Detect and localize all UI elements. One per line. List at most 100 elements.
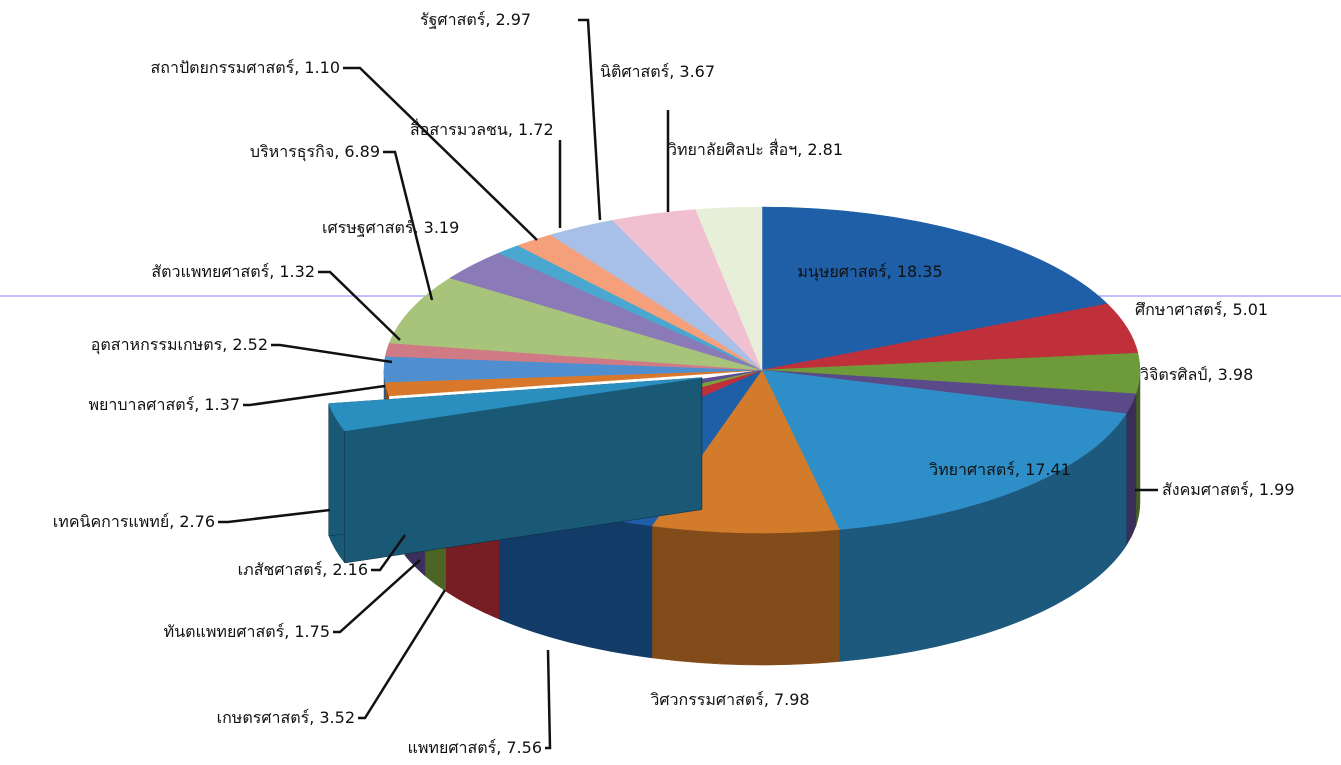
category-label: รัฐศาสตร์	[420, 10, 486, 29]
slice	[388, 277, 763, 371]
leader-line	[371, 534, 407, 572]
value-label: 3.67	[679, 62, 715, 81]
value-label: 1.10	[304, 58, 340, 77]
data-label: เกษตรศาสตร์, 3.52	[217, 708, 355, 727]
data-label: วิทยาศาสตร์, 17.41	[929, 460, 1071, 479]
label-separator: ,	[294, 58, 304, 77]
value-label: 2.52	[232, 335, 268, 354]
leader-line	[218, 508, 331, 524]
leader-line	[243, 384, 386, 407]
data-label: เทคนิคการแพทย์, 2.76	[53, 512, 215, 531]
category-label: พยาบาลศาสตร์	[88, 395, 194, 414]
leader-line	[271, 343, 393, 364]
category-label: มนุษยศาสตร์	[797, 262, 887, 282]
label-separator: ,	[1207, 365, 1217, 384]
data-label: เศรษฐศาสตร์, 3.19	[322, 218, 459, 237]
value-label: 6.89	[344, 142, 380, 161]
data-label: รัฐศาสตร์, 2.97	[420, 10, 531, 29]
data-label: สัตวแพทยศาสตร์, 1.32	[151, 262, 315, 281]
label-separator: ,	[485, 10, 495, 29]
data-label: เภสัชศาสตร์, 2.16	[238, 560, 368, 579]
value-label: 17.41	[1025, 460, 1071, 479]
value-label: 5.01	[1232, 300, 1268, 319]
data-label: วิศวกรรมศาสตร์, 7.98	[650, 690, 809, 709]
data-label: วิทยาลัยศิลปะ สื่อฯ, 2.81	[668, 138, 843, 159]
category-label: วิทยาศาสตร์	[929, 460, 1015, 479]
category-label: อุตสาหกรรมเกษตร	[91, 335, 223, 355]
label-separator: ,	[797, 140, 807, 159]
data-label: สถาปัตยกรรมศาสตร์, 1.10	[151, 58, 340, 77]
leader-line	[343, 66, 538, 241]
category-label: เกษตรศาสตร์	[217, 708, 310, 727]
category-label: ศึกษาศาสตร์	[1135, 300, 1223, 319]
label-separator: ,	[322, 560, 332, 579]
label-separator: ,	[413, 218, 423, 237]
slice	[695, 206, 763, 371]
category-label: สังคมศาสตร์	[1162, 480, 1249, 499]
value-label: 7.56	[506, 738, 542, 757]
value-label: 1.37	[204, 395, 240, 414]
value-label: 3.98	[1218, 365, 1254, 384]
category-label: นิติศาสตร์	[600, 62, 670, 81]
data-label: อุตสาหกรรมเกษตร, 2.52	[91, 335, 268, 355]
label-separator: ,	[309, 708, 319, 727]
value-label: 1.32	[279, 262, 315, 281]
data-label: แพทยศาสตร์, 7.56	[408, 738, 542, 757]
category-label: วิศวกรรมศาสตร์	[650, 690, 764, 709]
data-label: ศึกษาศาสตร์, 5.01	[1135, 300, 1268, 319]
data-label: บริหารธุรกิจ, 6.89	[250, 142, 380, 162]
slice-side	[1135, 369, 1141, 526]
category-label: เทคนิคการแพทย์	[53, 512, 169, 531]
label-separator: ,	[222, 335, 232, 354]
data-label: พยาบาลศาสตร์, 1.37	[88, 395, 240, 414]
data-label: มนุษยศาสตร์, 18.35	[797, 262, 942, 282]
label-separator: ,	[334, 142, 344, 161]
leader-line	[545, 649, 552, 750]
category-label: สถาปัตยกรรมศาสตร์	[151, 58, 295, 77]
label-separator: ,	[269, 262, 279, 281]
data-label: นิติศาสตร์, 3.67	[600, 62, 715, 81]
category-label: เภสัชศาสตร์	[238, 560, 323, 579]
labels: มนุษยศาสตร์, 18.35 ศึกษาศาสตร์, 5.01 วิจิต…	[53, 10, 1295, 757]
label-separator: ,	[887, 262, 897, 281]
category-label: วิจิตรศิลป์	[1140, 365, 1207, 384]
data-label: สื่อสารมวลชน, 1.72	[410, 118, 554, 139]
value-label: 2.76	[179, 512, 215, 531]
value-label: 2.16	[332, 560, 368, 579]
label-separator: ,	[1249, 480, 1259, 499]
leader-line	[318, 270, 401, 341]
pie-exploded	[328, 377, 703, 564]
value-label: 1.72	[518, 120, 554, 139]
label-separator: ,	[1015, 460, 1025, 479]
category-label: สื่อสารมวลชน	[410, 118, 508, 139]
label-separator: ,	[194, 395, 204, 414]
slice-side	[1125, 393, 1137, 547]
label-separator: ,	[508, 120, 518, 139]
label-separator: ,	[1222, 300, 1232, 319]
category-label: บริหารธุรกิจ	[250, 142, 334, 162]
label-separator: ,	[284, 622, 294, 641]
value-label: 2.81	[807, 140, 843, 159]
data-label: วิจิตรศิลป์, 3.98	[1140, 365, 1253, 384]
leader-line	[333, 559, 421, 634]
data-label: สังคมศาสตร์, 1.99	[1162, 480, 1295, 499]
label-separator: ,	[496, 738, 506, 757]
slice-side	[651, 525, 840, 666]
label-separator: ,	[669, 62, 679, 81]
leader-line	[358, 589, 447, 720]
value-label: 3.19	[424, 218, 460, 237]
label-separator: ,	[169, 512, 179, 531]
category-label: สัตวแพทยศาสตร์	[151, 262, 269, 281]
data-label: ทันตแพทยศาสตร์, 1.75	[164, 622, 330, 641]
leader-line	[578, 18, 602, 221]
category-label: แพทยศาสตร์	[408, 738, 497, 757]
value-label: 2.97	[495, 10, 531, 29]
value-label: 7.98	[774, 690, 810, 709]
value-label: 1.75	[294, 622, 330, 641]
category-label: ทันตแพทยศาสตร์	[164, 622, 285, 641]
category-label: เศรษฐศาสตร์	[322, 218, 414, 237]
slice	[328, 377, 702, 432]
leader-line	[383, 150, 434, 301]
category-label: วิทยาลัยศิลปะ สื่อฯ	[668, 138, 797, 159]
